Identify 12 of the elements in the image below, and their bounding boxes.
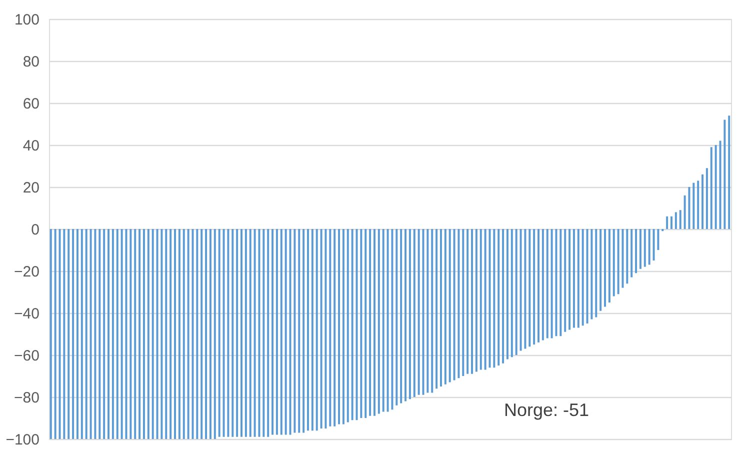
y-tick-label: 100	[14, 12, 40, 28]
y-tick-label: 60	[22, 96, 40, 112]
y-tick-label: 20	[22, 180, 40, 196]
y-tick-label: −80	[14, 390, 40, 406]
y-tick-label: −100	[6, 432, 40, 448]
y-tick-label: 80	[22, 54, 40, 70]
y-tick-label: −60	[14, 348, 40, 364]
y-tick-label: 0	[31, 222, 40, 238]
annotation: Norge: -51	[504, 400, 590, 420]
y-tick-label: −20	[14, 264, 40, 280]
y-tick-label: 40	[22, 138, 40, 154]
y-tick-label: −40	[14, 306, 40, 322]
